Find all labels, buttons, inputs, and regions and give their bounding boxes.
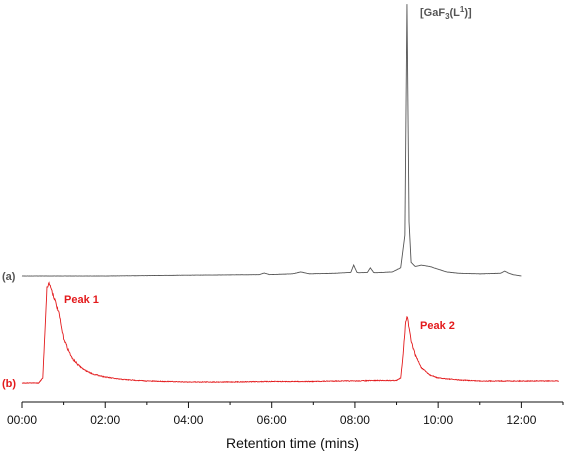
- x-tick-label: 12:00: [506, 413, 536, 427]
- trace-line-b: [21, 281, 559, 384]
- x-tick-label: 00:00: [7, 413, 37, 427]
- annotation-peak-1: Peak 1: [64, 294, 99, 306]
- x-tick-label: 04:00: [173, 413, 203, 427]
- x-tick-label: 10:00: [423, 413, 453, 427]
- x-tick-label: 06:00: [257, 413, 287, 427]
- traces-layer: [21, 4, 559, 384]
- x-axis-label: Retention time (mins): [226, 435, 359, 451]
- x-tick-label: 08:00: [340, 413, 370, 427]
- x-tick-label: 02:00: [90, 413, 120, 427]
- peak-annotations: [GaF3(L1)] Peak 1 Peak 2: [64, 5, 472, 332]
- trace-line-a: [21, 4, 522, 277]
- trace-label-a: (a): [2, 271, 16, 283]
- trace-label-b: (b): [2, 378, 16, 390]
- trace-labels: (a) (b): [2, 271, 16, 390]
- annotation-peak-2: Peak 2: [420, 320, 455, 332]
- x-axis-ticks: 00:00 02:00 04:00 06:00 08:00 10:00 12:00: [7, 402, 564, 427]
- x-axis: 00:00 02:00 04:00 06:00 08:00 10:00 12:00: [7, 401, 564, 427]
- annotation-gaf3-l1: [GaF3(L1)]: [420, 5, 472, 21]
